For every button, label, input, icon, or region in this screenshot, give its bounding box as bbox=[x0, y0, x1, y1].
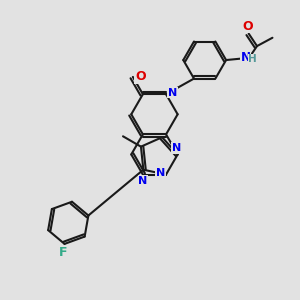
Text: N: N bbox=[138, 176, 148, 186]
Text: N: N bbox=[156, 168, 165, 178]
Text: N: N bbox=[168, 88, 177, 98]
Text: H: H bbox=[248, 54, 257, 64]
Text: F: F bbox=[59, 246, 67, 259]
Text: N: N bbox=[240, 51, 250, 64]
Text: O: O bbox=[135, 70, 146, 83]
Text: O: O bbox=[242, 20, 253, 33]
Text: N: N bbox=[172, 143, 181, 153]
